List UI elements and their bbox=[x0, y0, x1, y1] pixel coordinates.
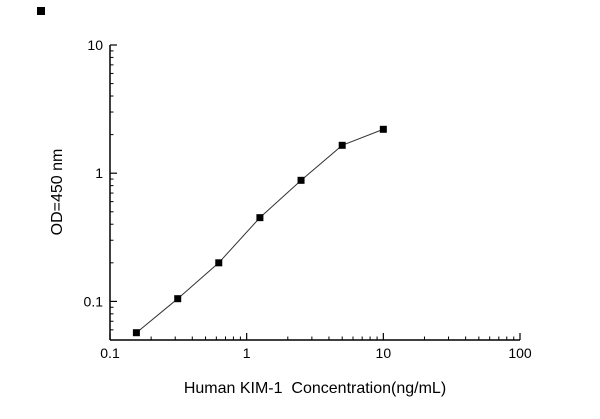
x-tick-label: 10 bbox=[376, 345, 392, 361]
data-point-marker bbox=[379, 125, 387, 133]
data-point-marker bbox=[256, 214, 264, 222]
y-tick-label: 10 bbox=[87, 37, 103, 53]
x-tick-label: 0.1 bbox=[100, 345, 120, 361]
y-axis-title: OD=450 nm bbox=[49, 148, 66, 236]
data-point-marker bbox=[215, 259, 223, 267]
legend-marker-square bbox=[37, 7, 45, 15]
x-tick-label: 100 bbox=[508, 345, 532, 361]
data-point-marker bbox=[338, 141, 346, 149]
series-line bbox=[136, 128, 384, 334]
data-point-marker bbox=[132, 329, 140, 337]
data-point-marker bbox=[174, 295, 182, 303]
x-axis-title: Human KIM-1 Concentration(ng/mL) bbox=[183, 380, 447, 397]
x-tick-label: 1 bbox=[243, 345, 251, 361]
y-tick-label: 0.1 bbox=[84, 293, 104, 309]
y-tick-label: 1 bbox=[95, 165, 103, 181]
data-point-marker bbox=[297, 176, 305, 184]
